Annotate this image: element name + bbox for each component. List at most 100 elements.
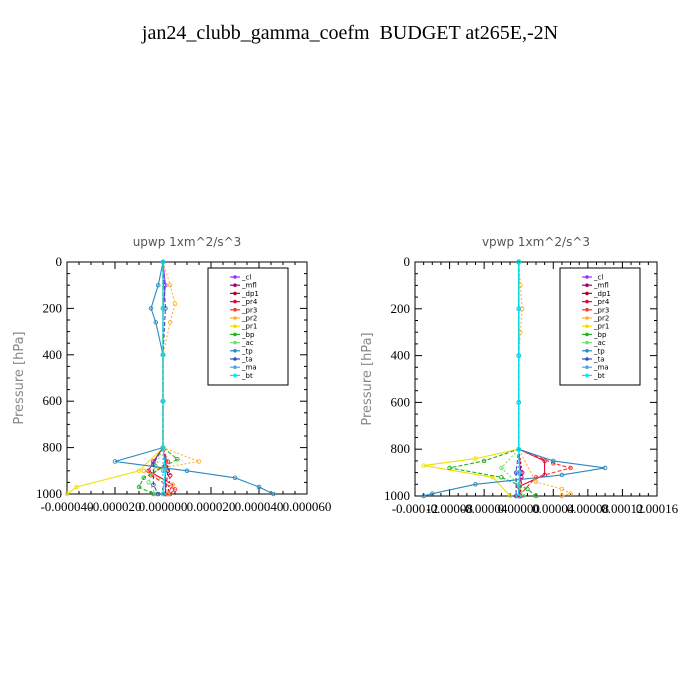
legend-label: _ac <box>241 339 254 347</box>
legend-marker <box>233 291 237 296</box>
series-point <box>499 475 504 480</box>
series-point <box>175 456 180 462</box>
series-point <box>160 445 166 450</box>
series-point <box>153 320 159 325</box>
series-point <box>559 493 565 499</box>
legend-label: _ta <box>593 356 605 364</box>
figure-title: jan24_clubb_gamma_coefm BUDGET at265E,-2… <box>141 22 559 44</box>
legend-label: _ta <box>241 356 253 364</box>
legend-marker <box>585 357 589 361</box>
series-point <box>473 482 478 487</box>
series-point <box>533 479 539 485</box>
x-tick-label: 0.000000 <box>139 499 188 514</box>
series-point <box>499 465 504 471</box>
legend-label: _dp1 <box>593 290 611 298</box>
series-point <box>165 468 171 474</box>
series-point <box>507 493 513 499</box>
x-tick-label: 0.000040 <box>235 499 284 514</box>
y-tick-label: 0 <box>56 254 63 269</box>
series-point <box>141 475 147 481</box>
x-tick-label: 0.00004 <box>532 501 575 516</box>
series-point <box>160 468 166 474</box>
legend-marker <box>585 340 589 345</box>
series-point <box>517 470 522 475</box>
x-tick-label: 0.000060 <box>283 499 332 514</box>
legend-marker <box>233 349 237 353</box>
series-point <box>112 459 118 464</box>
legend-marker <box>233 357 237 361</box>
series-point <box>525 486 530 492</box>
series-point <box>167 473 173 478</box>
legend-label: _bp <box>593 331 607 339</box>
legend-marker <box>585 283 589 288</box>
series-point <box>481 458 487 464</box>
series-line-bp <box>449 262 537 497</box>
y-tick-label: 0 <box>404 254 411 269</box>
series-point <box>155 491 161 497</box>
series-point <box>64 491 70 497</box>
x-tick-label: 0.00000 <box>498 501 540 516</box>
series-point <box>559 486 565 492</box>
series-point <box>148 306 154 311</box>
series-line-ac <box>147 262 164 495</box>
legend-label: _cl <box>241 274 251 282</box>
legend-label: _pr1 <box>241 323 257 331</box>
y-tick-label: 400 <box>43 347 63 362</box>
series-point <box>516 493 521 499</box>
legend-label: _tp <box>241 347 253 355</box>
legend-label: _ac <box>593 339 606 347</box>
legend-marker <box>585 332 589 337</box>
legend-box <box>559 267 641 386</box>
series-point <box>271 491 276 497</box>
series-point <box>516 446 521 452</box>
series-point <box>151 482 156 487</box>
series-point <box>447 465 452 471</box>
legend-label: _ma <box>241 364 257 372</box>
y-axis-label: Pressure [hPa] <box>360 332 375 425</box>
series-point <box>167 282 173 288</box>
legend-label: _pr4 <box>593 298 610 306</box>
legend-label: _pr1 <box>593 323 609 331</box>
legend-label: _dp1 <box>241 290 259 298</box>
x-tick-label: -0.000040 <box>40 499 93 514</box>
x-tick-label: 0.00008 <box>567 501 609 516</box>
series-line-bt <box>162 262 166 495</box>
legend-marker <box>233 308 237 312</box>
y-tick-label: 200 <box>43 300 63 315</box>
series-point <box>520 493 526 499</box>
series-point <box>551 458 556 464</box>
series-point <box>184 468 190 474</box>
legend-marker <box>233 365 237 370</box>
series-point <box>165 459 171 464</box>
series-point <box>516 353 521 358</box>
legend-box <box>207 267 289 386</box>
legend-marker <box>585 308 589 312</box>
series-line-pr4 <box>518 262 546 496</box>
series-point <box>559 472 565 478</box>
panel-title: upwp 1xm^2/s^3 <box>133 235 242 249</box>
legend-marker <box>585 316 589 320</box>
legend-marker <box>585 349 589 353</box>
y-axis-label: Pressure [hPa] <box>12 331 27 424</box>
series-point <box>196 459 202 464</box>
x-tick-label: -0.00008 <box>426 501 473 516</box>
legend-label: _pr3 <box>593 306 609 314</box>
series-point <box>160 491 166 497</box>
legend-marker <box>233 283 237 288</box>
x-tick-label: -0.00004 <box>461 501 508 516</box>
series-point <box>172 487 178 492</box>
y-tick-label: 1000 <box>36 486 62 501</box>
legend-marker <box>585 373 589 378</box>
y-tick-label: 1000 <box>384 488 410 503</box>
series-point <box>421 463 426 468</box>
legend-label: _ma <box>593 364 609 372</box>
legend-marker <box>585 291 589 296</box>
series-point <box>516 400 521 405</box>
panel-title: vpwp 1xm^2/s^3 <box>482 235 590 249</box>
series-point <box>163 491 168 497</box>
series-point <box>256 484 262 490</box>
series-point <box>160 306 166 311</box>
series-point <box>136 468 142 474</box>
series-point <box>513 493 519 499</box>
